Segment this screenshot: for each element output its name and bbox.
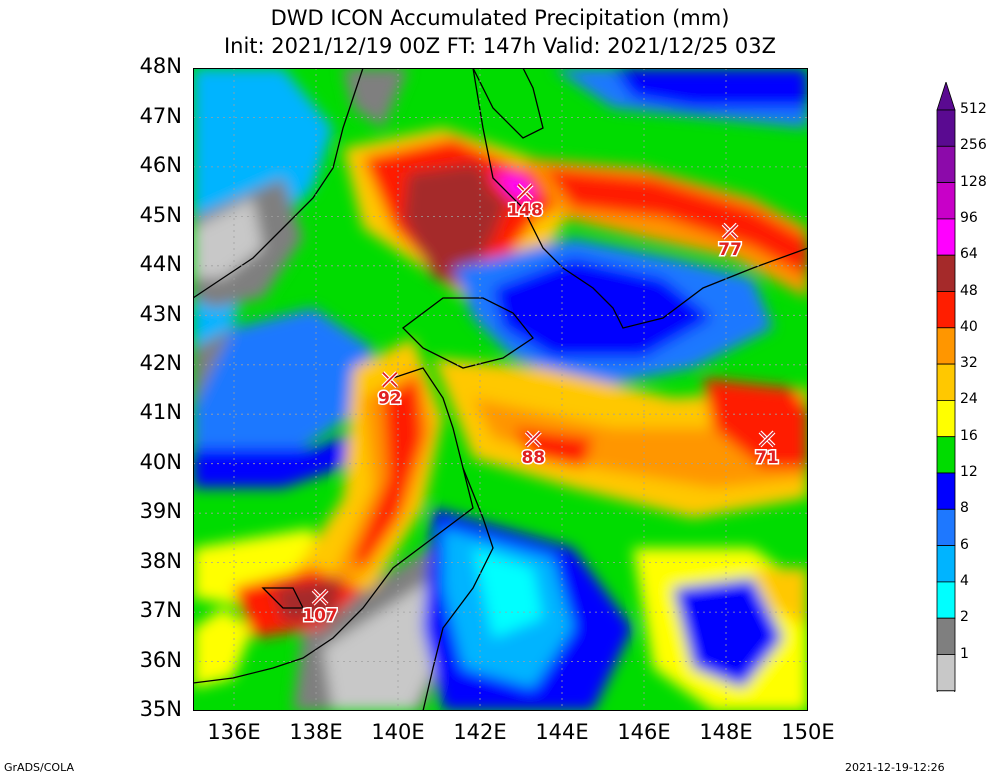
lat-label-47: 47N bbox=[139, 104, 182, 128]
legend-swatch bbox=[936, 472, 956, 510]
legend-label: 512 bbox=[960, 101, 987, 117]
maximum-marker: 88 bbox=[520, 430, 547, 469]
legend-label: 6 bbox=[960, 536, 969, 553]
lon-label-150: 150E bbox=[781, 720, 835, 744]
lon-label-142: 142E bbox=[453, 720, 507, 744]
legend-label: 40 bbox=[960, 318, 978, 335]
legend-swatch bbox=[936, 109, 956, 147]
lon-label-144: 144E bbox=[535, 720, 589, 744]
legend-label: 256 bbox=[960, 137, 987, 154]
legend-bottom-arrow bbox=[936, 690, 956, 719]
legend-label: 128 bbox=[960, 173, 987, 190]
lat-label-37: 37N bbox=[139, 598, 182, 622]
lat-label-42: 42N bbox=[139, 351, 182, 375]
legend-label: 48 bbox=[960, 282, 978, 299]
legend-swatch bbox=[936, 363, 956, 401]
legend-swatch bbox=[936, 436, 956, 474]
maximum-marker: 71 bbox=[754, 430, 780, 469]
lat-label-38: 38N bbox=[139, 549, 182, 573]
lon-label-146: 146E bbox=[617, 720, 671, 744]
lat-label-35: 35N bbox=[139, 697, 182, 721]
legend-label: 8 bbox=[960, 500, 969, 517]
lat-label-45: 45N bbox=[139, 203, 182, 227]
legend-swatch bbox=[936, 545, 956, 583]
legend-swatch bbox=[936, 508, 956, 546]
maximum-value-label: 92 bbox=[378, 389, 402, 409]
lat-label-36: 36N bbox=[139, 648, 182, 672]
legend-swatch bbox=[936, 145, 956, 184]
maximum-value-label: 71 bbox=[755, 448, 779, 468]
maximum-value-label: 88 bbox=[521, 448, 545, 468]
legend-swatch bbox=[936, 218, 956, 256]
legend-swatch bbox=[936, 327, 956, 365]
map-subtitle: Init: 2021/12/19 00Z FT: 147h Valid: 202… bbox=[223, 34, 777, 58]
footer-software: GrADS/COLA bbox=[4, 761, 74, 774]
maximum-value-label: 148 bbox=[507, 201, 542, 221]
lon-label-140: 140E bbox=[371, 720, 425, 744]
maximum-marker: 107 bbox=[301, 588, 339, 628]
lat-label-48: 48N bbox=[139, 54, 182, 78]
lat-label-43: 43N bbox=[139, 302, 182, 326]
legend-label: 32 bbox=[960, 355, 978, 372]
map-title: DWD ICON Accumulated Precipitation (mm) bbox=[270, 6, 730, 30]
legend-label: 4 bbox=[960, 572, 969, 589]
coastline bbox=[193, 68, 808, 711]
legend-swatch bbox=[936, 254, 956, 292]
legend-label: 96 bbox=[960, 209, 978, 226]
precip-field bbox=[193, 68, 808, 711]
legend-label: 12 bbox=[960, 464, 978, 480]
lat-label-46: 46N bbox=[139, 153, 182, 177]
grid-lines bbox=[193, 68, 808, 711]
legend-label: 16 bbox=[960, 427, 978, 444]
legend-label: 2 bbox=[960, 609, 969, 626]
maximum-marker: 148 bbox=[506, 183, 544, 222]
lon-label-148: 148E bbox=[699, 720, 753, 744]
color-legend bbox=[936, 80, 956, 719]
legend-label: 24 bbox=[960, 391, 978, 408]
maxima-layer: 148 77 92 88 71 107 bbox=[301, 183, 780, 628]
legend-swatch bbox=[936, 654, 956, 692]
precipitation-map: 148 77 92 88 71 107 bbox=[193, 68, 808, 711]
maximum-marker: 77 bbox=[717, 222, 743, 262]
maximum-value-label: 107 bbox=[302, 606, 338, 626]
legend-swatch bbox=[936, 399, 956, 438]
lon-label-138: 138E bbox=[289, 720, 343, 744]
lat-label-40: 40N bbox=[139, 450, 182, 474]
legend-top-arrow bbox=[936, 80, 956, 111]
lat-label-41: 41N bbox=[139, 400, 182, 424]
legend-label: 64 bbox=[960, 246, 978, 263]
lat-label-44: 44N bbox=[139, 252, 182, 276]
legend-swatch bbox=[936, 581, 956, 619]
legend-label: 1 bbox=[960, 645, 969, 662]
maximum-value-label: 77 bbox=[718, 240, 742, 260]
lat-label-39: 39N bbox=[139, 499, 182, 523]
legend-swatch bbox=[936, 182, 956, 220]
maximum-marker: 92 bbox=[376, 371, 403, 410]
legend-swatch bbox=[936, 291, 956, 329]
lon-label-136: 136E bbox=[207, 720, 261, 744]
footer-timestamp: 2021-12-19-12:26 bbox=[845, 761, 945, 774]
legend-swatch bbox=[936, 617, 956, 655]
